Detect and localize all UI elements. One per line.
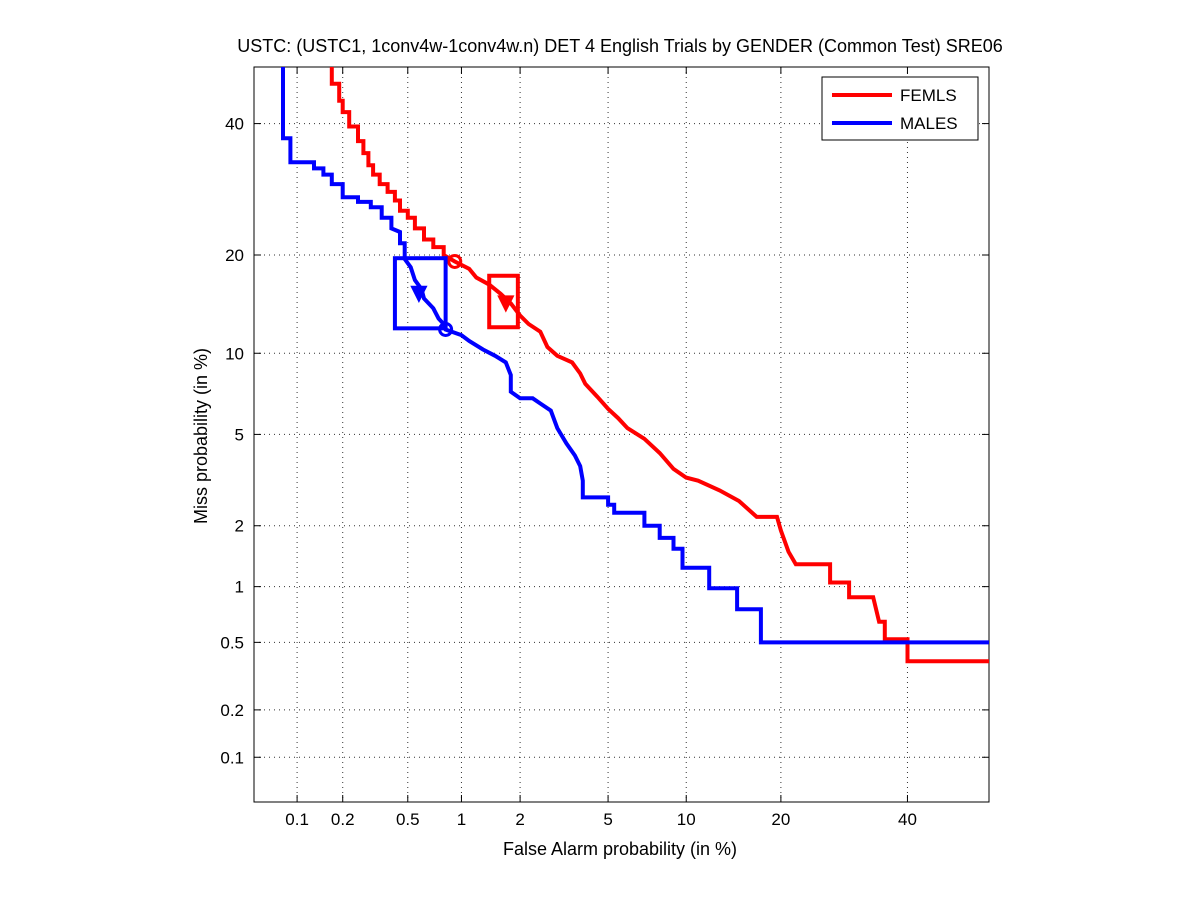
x-tick-label: 0.5 bbox=[396, 810, 420, 829]
series-males bbox=[281, 67, 989, 645]
legend: FEMLS MALES bbox=[821, 76, 979, 141]
legend-label-males: MALES bbox=[900, 114, 958, 133]
x-axis-label: False Alarm probability (in %) bbox=[503, 839, 737, 859]
y-tick-label: 0.2 bbox=[220, 701, 244, 720]
x-tick-label: 40 bbox=[898, 810, 917, 829]
y-axis-ticks: 0.1 0.2 0.5 1 2 5 10 20 40 bbox=[220, 115, 989, 767]
x-tick-label: 0.2 bbox=[331, 810, 355, 829]
min-dcf-circle-marker-males bbox=[438, 321, 454, 337]
confidence-box-males bbox=[392, 256, 448, 331]
x-tick-label: 0.1 bbox=[285, 810, 309, 829]
series-line-males bbox=[281, 67, 989, 645]
y-tick-label: 5 bbox=[235, 425, 244, 444]
y-tick-label: 2 bbox=[235, 517, 244, 536]
x-tick-label: 10 bbox=[677, 810, 696, 829]
confidence-box-femls bbox=[487, 273, 520, 330]
x-tick-label: 5 bbox=[603, 810, 612, 829]
min-dcf-circle-marker-femls bbox=[447, 253, 463, 269]
x-tick-label: 20 bbox=[771, 810, 790, 829]
series-femls bbox=[329, 67, 989, 664]
actual-dcf-triangle-marker-males bbox=[410, 285, 428, 304]
actual-dcf-triangle-marker-femls bbox=[497, 295, 515, 313]
y-axis-label: Miss probability (in %) bbox=[191, 348, 211, 524]
y-tick-label: 10 bbox=[225, 344, 244, 363]
x-tick-label: 1 bbox=[457, 810, 466, 829]
legend-label-femls: FEMLS bbox=[900, 86, 957, 105]
y-tick-label: 40 bbox=[225, 115, 244, 134]
series-layer bbox=[281, 67, 989, 664]
y-tick-label: 0.1 bbox=[220, 748, 244, 767]
x-axis-ticks: 0.1 0.2 0.5 1 2 5 10 20 40 bbox=[285, 67, 917, 829]
y-tick-label: 1 bbox=[235, 578, 244, 597]
y-tick-label: 0.5 bbox=[220, 633, 244, 652]
chart-title: USTC: (USTC1, 1conv4w-1conv4w.n) DET 4 E… bbox=[237, 36, 1003, 56]
legend-box bbox=[821, 76, 979, 141]
x-tick-label: 2 bbox=[515, 810, 524, 829]
y-tick-label: 20 bbox=[225, 246, 244, 265]
